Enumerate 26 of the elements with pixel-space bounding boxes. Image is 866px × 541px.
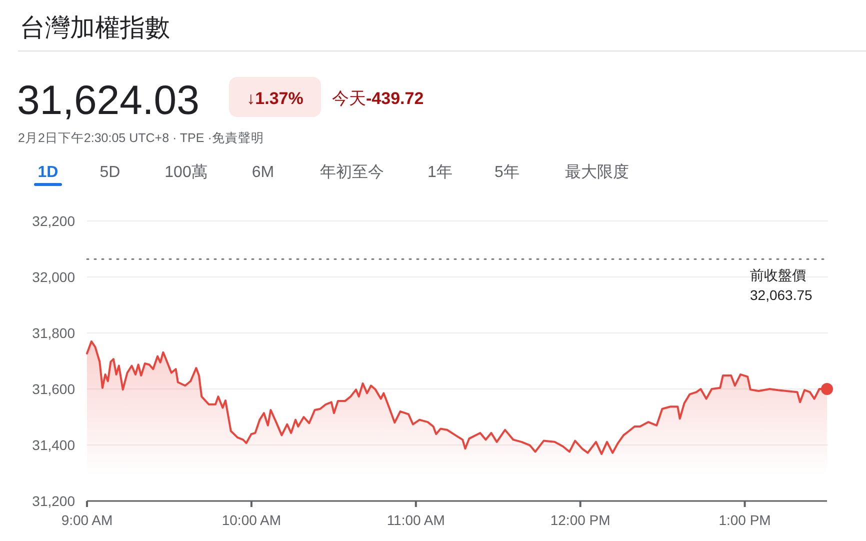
text: -439.72 (366, 89, 424, 108)
x-tick-label: 9:00 AM (61, 512, 113, 528)
text: 最大限度 (565, 163, 629, 181)
y-tick-label: 32,200 (32, 213, 76, 229)
text: 31,624.03 (17, 77, 200, 123)
y-tick-label: 31,600 (32, 381, 76, 397)
x-tick-label: 1:00 PM (718, 512, 771, 528)
y-tick-label: 31,200 (32, 493, 76, 509)
text: 6M (252, 164, 274, 181)
text: 5年 (494, 164, 520, 181)
x-tick-label: 10:00 AM (222, 512, 282, 528)
text: 今天 (332, 89, 366, 108)
y-tick-label: 31,400 (32, 437, 76, 453)
text: ↓1.37% (246, 89, 304, 108)
chart-subtitle: 2月2日下午2:30:05 UTC+8 · TPE ·免責聲明 (18, 131, 264, 145)
text: 年初至今 (320, 163, 384, 181)
chart-title: 台灣加權指數 (20, 14, 170, 42)
text: 1年 (428, 164, 452, 181)
text: 1D (38, 164, 58, 181)
y-tick-label: 31,800 (32, 325, 76, 341)
ref-line-label: 前收盤價32,063.75 (750, 266, 814, 306)
y-tick-label: 32,000 (32, 269, 76, 285)
text: 100萬 (164, 163, 208, 181)
x-tick-label: 11:00 AM (386, 512, 445, 528)
text: 5D (100, 164, 120, 181)
x-tick-label: 12:00 PM (550, 512, 610, 528)
